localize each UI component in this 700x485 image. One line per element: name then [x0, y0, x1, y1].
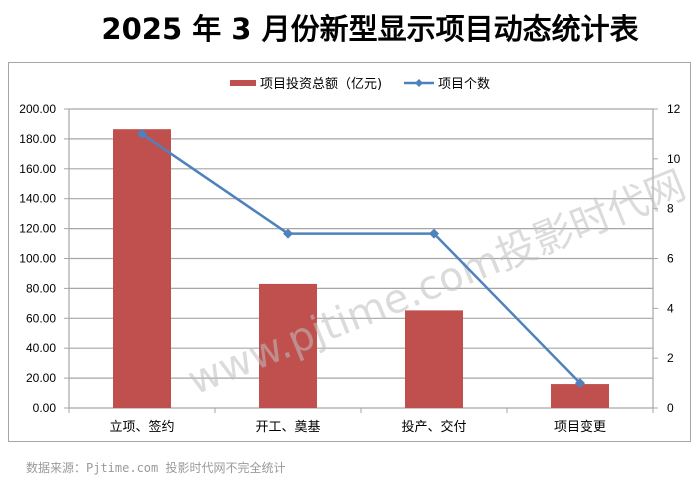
chart-frame	[8, 62, 691, 442]
left-axis-tick-label: 180.00	[19, 132, 56, 146]
data-source-note: 数据来源：Pjtime.com 投影时代网不完全统计	[26, 461, 286, 475]
left-axis-tick-label: 0.00	[33, 401, 57, 415]
legend-label-investment: 项目投资总额（亿元)	[259, 77, 383, 92]
left-axis-tick-label: 160.00	[19, 162, 56, 176]
bar-investment	[551, 384, 609, 408]
legend-label-count: 项目个数	[438, 77, 491, 92]
left-axis-tick-label: 60.00	[26, 311, 56, 325]
right-axis-tick-label: 8	[667, 202, 674, 216]
line-marker-icon	[137, 128, 147, 139]
legend-item-count: 项目个数	[404, 73, 490, 92]
line-marker-icon	[575, 378, 585, 389]
left-axis-tick-label: 100.00	[19, 252, 56, 266]
chart-legend: 项目投资总额（亿元) 项目个数	[0, 73, 700, 92]
category-label: 开工、奠基	[255, 419, 320, 435]
line-marker-icon	[429, 228, 439, 239]
left-axis-tick-label: 120.00	[19, 222, 56, 236]
left-axis-tick-label: 80.00	[26, 281, 56, 295]
left-axis-tick-label: 200.00	[19, 102, 56, 116]
bar-investment	[113, 129, 171, 408]
bar-investment	[405, 310, 463, 408]
chart-title: 2025 年 3 月份新型显示项目动态统计表	[101, 12, 639, 46]
left-axis-tick-label: 140.00	[19, 192, 56, 206]
bar-investment	[259, 283, 317, 408]
line-project-count	[141, 132, 581, 384]
right-axis-tick-label: 2	[667, 351, 674, 365]
right-axis-tick-label: 4	[667, 301, 674, 315]
right-axis-tick-label: 6	[667, 252, 674, 266]
left-axis-tick-label: 20.00	[26, 371, 56, 385]
category-label: 项目变更	[554, 419, 606, 435]
category-label: 投产、交付	[401, 419, 466, 435]
right-axis-tick-label: 10	[667, 152, 681, 166]
right-axis-tick-label: 12	[667, 102, 681, 116]
category-label: 立项、签约	[109, 419, 174, 435]
right-axis-tick-label: 0	[667, 401, 674, 415]
line-marker-icon	[283, 228, 293, 239]
line-marker-swatch-icon	[404, 78, 435, 87]
bar-swatch-icon	[229, 79, 256, 86]
left-axis-tick-label: 40.00	[26, 341, 56, 355]
legend-item-investment: 项目投资总额（亿元)	[229, 73, 383, 92]
